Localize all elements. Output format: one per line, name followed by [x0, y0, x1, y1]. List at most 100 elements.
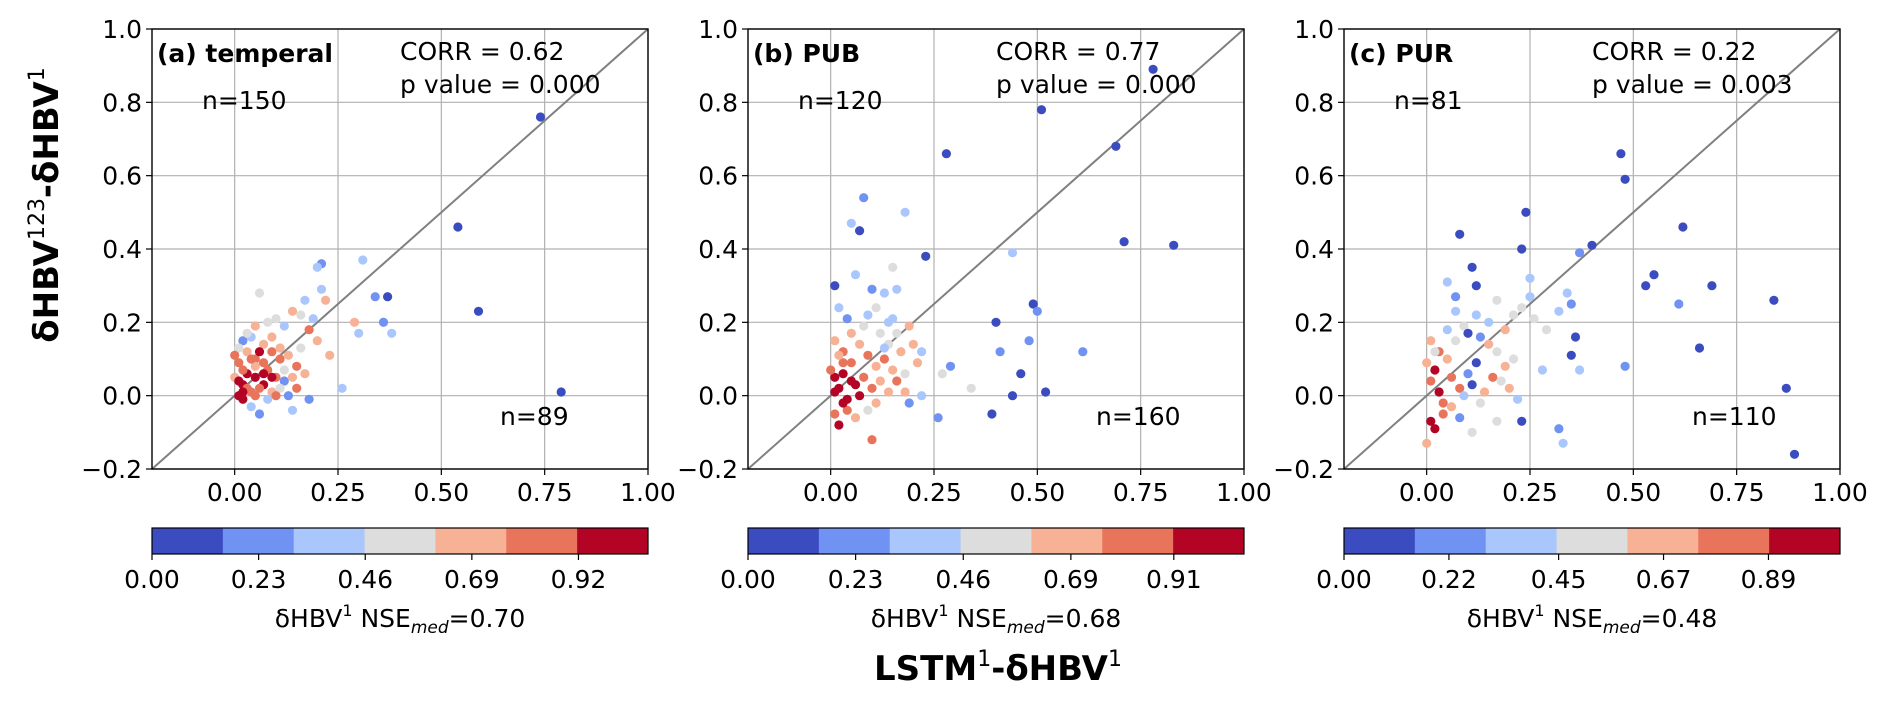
data-point: [1529, 314, 1539, 324]
data-point: [1525, 273, 1535, 283]
data-point: [838, 358, 848, 368]
data-point: [896, 347, 906, 357]
data-point: [1459, 321, 1469, 331]
data-point: [1467, 427, 1477, 437]
n-lower-annotation: n=160: [1096, 402, 1181, 431]
colorbar-frame: [1343, 527, 1841, 555]
panel-1: 0.00 0.25 0.50 0.75 1.00 −0.2 0.0 0.2 0.4 0.6 0.8 1…: [81, 15, 676, 638]
data-point: [859, 193, 869, 203]
data-point: [1451, 306, 1461, 316]
diagonal-line: [747, 28, 1245, 470]
data-point: [842, 314, 852, 324]
x-tick-label: 0.00: [803, 478, 859, 507]
panel-label: (a) temperal: [157, 39, 333, 68]
data-point: [1442, 325, 1452, 335]
data-point: [850, 270, 861, 280]
data-point: [875, 376, 885, 386]
n-lower-annotation: n=89: [500, 402, 569, 431]
data-point: [933, 413, 943, 423]
y-tick-label: 0.0: [698, 382, 738, 411]
y-tick-label: 0.4: [1294, 235, 1334, 264]
data-point: [1471, 358, 1481, 368]
data-point: [287, 405, 298, 415]
y-tick-label: 0.0: [1294, 382, 1334, 411]
data-point: [1016, 369, 1026, 379]
data-point: [830, 409, 840, 419]
y-tick-label: 1.0: [102, 15, 142, 44]
data-point: [275, 354, 285, 364]
data-point: [842, 405, 852, 415]
x-tick-label: 1.00: [1812, 478, 1868, 507]
colorbar-segment: [1485, 528, 1558, 554]
data-point: [855, 226, 865, 236]
data-point: [875, 328, 885, 338]
colorbar-label: δHBV1 NSEmed=0.70: [275, 601, 526, 638]
n-lower-annotation: n=110: [1692, 402, 1777, 431]
colorbar-segment: [1173, 528, 1245, 554]
data-point: [275, 343, 285, 353]
data-point: [892, 376, 902, 386]
data-point: [1517, 416, 1527, 426]
data-point: [1007, 391, 1018, 401]
data-point: [1078, 347, 1088, 357]
y-tick-label: 0.6: [698, 162, 738, 191]
n-upper-annotation: n=81: [1394, 86, 1463, 115]
data-point: [1707, 281, 1717, 291]
colorbar-segment: [889, 528, 962, 554]
data-point: [867, 284, 877, 294]
data-point: [349, 317, 360, 327]
scatter-points: [230, 112, 566, 419]
data-point: [263, 317, 273, 327]
data-point: [1620, 174, 1630, 184]
data-point: [250, 391, 260, 401]
y-tick-label: 0.8: [698, 88, 738, 117]
data-point: [1455, 229, 1465, 239]
data-point: [238, 336, 248, 346]
data-point: [892, 284, 902, 294]
x-tick-label: 0.50: [1009, 478, 1065, 507]
data-point: [1471, 310, 1481, 320]
colorbar-segment: [818, 528, 891, 554]
colorbar-tick-label: 0.00: [720, 565, 776, 594]
data-point: [300, 369, 310, 379]
data-point: [312, 262, 322, 272]
data-point: [1430, 347, 1440, 357]
colorbar-segment: [960, 528, 1032, 554]
data-point: [1036, 105, 1047, 115]
data-point: [834, 420, 844, 430]
colorbar-segment: [435, 528, 507, 554]
colorbar-label: δHBV1 NSEmed=0.68: [871, 601, 1122, 638]
data-point: [304, 394, 314, 404]
x-tick-label: 0.75: [1709, 478, 1765, 507]
data-point: [846, 376, 856, 386]
colorbar-segment: [1698, 528, 1770, 554]
data-point: [879, 354, 890, 364]
data-point: [1169, 240, 1179, 250]
colorbar-segment: [1769, 528, 1841, 554]
data-point: [846, 358, 856, 368]
data-point: [838, 369, 848, 379]
data-point: [850, 413, 861, 423]
data-point: [312, 336, 322, 346]
data-point: [1024, 336, 1034, 346]
data-point: [1504, 383, 1514, 393]
y-tick-label: 0.0: [102, 382, 142, 411]
n-upper-annotation: n=150: [202, 86, 287, 115]
data-point: [1488, 372, 1498, 382]
x-tick-label: 0.50: [413, 478, 469, 507]
panel-label: (b) PUB: [753, 39, 860, 68]
data-point: [267, 372, 277, 382]
data-point: [1620, 361, 1630, 371]
data-point: [308, 314, 318, 324]
data-point: [1500, 325, 1510, 335]
data-point: [1678, 222, 1688, 232]
data-point: [917, 391, 927, 401]
data-point: [1475, 398, 1485, 408]
data-point: [1422, 358, 1432, 368]
data-point: [1521, 207, 1531, 217]
data-point: [242, 328, 252, 338]
n-upper-annotation: n=120: [798, 86, 883, 115]
data-point: [283, 350, 293, 360]
data-point: [300, 295, 310, 305]
data-point: [234, 358, 244, 368]
